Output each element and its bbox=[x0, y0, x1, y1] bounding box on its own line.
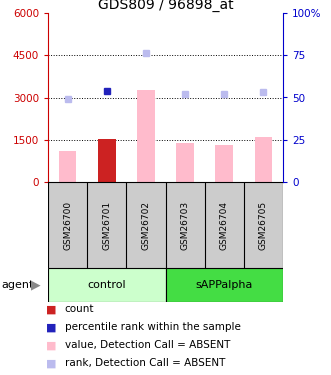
Text: ■: ■ bbox=[46, 340, 57, 350]
Bar bbox=[176, 143, 194, 182]
Text: sAPPalpha: sAPPalpha bbox=[196, 280, 253, 290]
Text: agent: agent bbox=[2, 280, 34, 290]
Text: GSM26700: GSM26700 bbox=[63, 200, 72, 250]
Text: count: count bbox=[65, 304, 94, 314]
Bar bbox=[166, 268, 283, 302]
Text: ▶: ▶ bbox=[31, 279, 41, 291]
Bar bbox=[255, 138, 272, 182]
Text: rank, Detection Call = ABSENT: rank, Detection Call = ABSENT bbox=[65, 358, 225, 368]
Text: value, Detection Call = ABSENT: value, Detection Call = ABSENT bbox=[65, 340, 230, 350]
Bar bbox=[215, 145, 233, 182]
Text: control: control bbox=[87, 280, 126, 290]
Bar bbox=[59, 151, 76, 182]
Text: ■: ■ bbox=[46, 304, 57, 314]
Title: GDS809 / 96898_at: GDS809 / 96898_at bbox=[98, 0, 233, 12]
Text: ■: ■ bbox=[46, 358, 57, 368]
Text: ■: ■ bbox=[46, 322, 57, 332]
Text: GSM26703: GSM26703 bbox=[181, 200, 190, 250]
Text: GSM26705: GSM26705 bbox=[259, 200, 268, 250]
Bar bbox=[98, 139, 116, 182]
Text: GSM26702: GSM26702 bbox=[141, 201, 150, 249]
Bar bbox=[48, 268, 166, 302]
Text: GSM26704: GSM26704 bbox=[220, 201, 229, 249]
Text: GSM26701: GSM26701 bbox=[102, 200, 111, 250]
Bar bbox=[137, 90, 155, 182]
Text: percentile rank within the sample: percentile rank within the sample bbox=[65, 322, 240, 332]
